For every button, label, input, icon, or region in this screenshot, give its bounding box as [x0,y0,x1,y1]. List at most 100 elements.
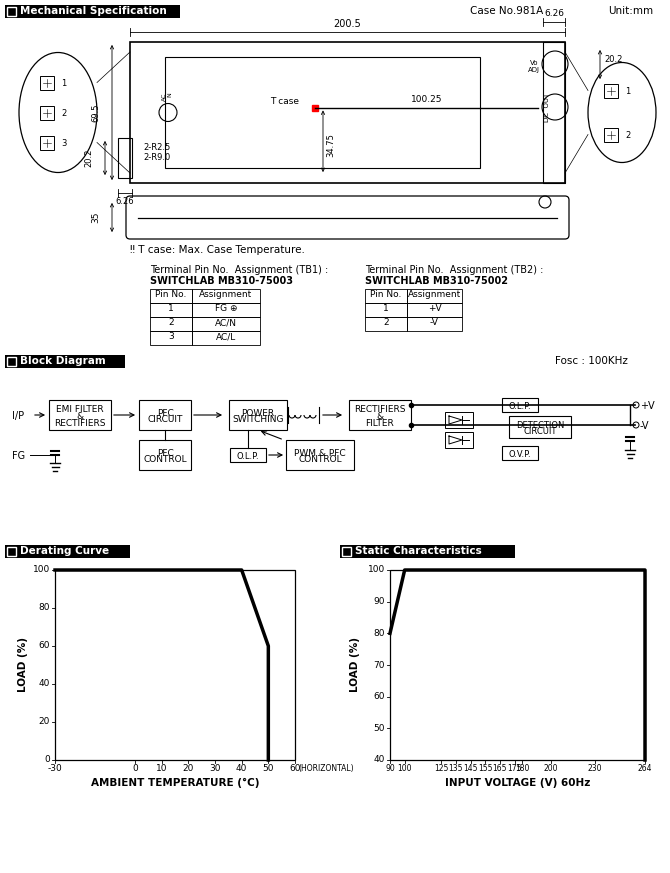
Text: CONTROL: CONTROL [143,456,187,464]
Text: AC/N: AC/N [215,318,237,327]
Text: 1: 1 [625,86,630,95]
Bar [5,5,180,18]
Text: 0: 0 [132,764,138,773]
Text: SWITCHING: SWITCHING [232,416,284,424]
Text: 3: 3 [61,139,66,148]
Bar [192,303,260,317]
Bar [150,289,192,303]
Bar [5,545,130,558]
Text: 60: 60 [38,642,50,650]
Bar [40,106,54,120]
Text: AC
  N: AC N [162,93,173,101]
Text: O.V.P.: O.V.P. [509,450,531,459]
Bar [365,303,407,317]
Text: 200.5: 200.5 [334,19,361,29]
Text: Mechanical Specification: Mechanical Specification [20,6,167,16]
Text: 6.26: 6.26 [116,197,134,206]
Text: PFC: PFC [157,449,174,457]
Text: 165: 165 [492,764,507,773]
Text: 40: 40 [374,755,385,765]
Text: 30: 30 [209,764,220,773]
Text: Terminal Pin No.  Assignment (TB2) :: Terminal Pin No. Assignment (TB2) : [365,265,543,275]
Text: T case: T case [270,97,299,106]
Text: 100: 100 [368,566,385,574]
Bar [604,127,618,141]
Text: DC  OUT: DC OUT [544,93,550,122]
Bar [5,355,125,368]
Text: 0: 0 [44,755,50,765]
Bar [230,448,266,462]
Text: +V: +V [427,304,442,313]
Bar [192,317,260,331]
Text: 34.75: 34.75 [326,134,335,157]
Text: Fosc : 100KHz: Fosc : 100KHz [555,356,628,366]
Text: PWM & PFC: PWM & PFC [294,449,346,457]
Text: INPUT VOLTAGE (V) 60Hz: INPUT VOLTAGE (V) 60Hz [445,778,590,788]
Text: 20.2: 20.2 [604,56,622,65]
Text: 90: 90 [385,764,395,773]
Text: 1: 1 [61,79,66,87]
Text: LOAD (%): LOAD (%) [18,637,28,692]
Text: LOAD (%): LOAD (%) [350,637,360,692]
Text: 100: 100 [397,764,412,773]
Bar [509,416,571,438]
Text: -30: -30 [48,764,62,773]
Text: O.L.P.: O.L.P. [237,452,259,461]
Text: 1: 1 [383,304,389,313]
Bar [340,545,515,558]
Text: 35: 35 [91,212,100,223]
Bar [130,42,565,183]
Text: SWITCHLAB MB310-75003: SWITCHLAB MB310-75003 [150,276,293,286]
Text: 175: 175 [507,764,522,773]
Bar [407,317,462,331]
Text: 3: 3 [168,332,174,341]
Text: +V: +V [640,401,655,411]
Bar [139,440,191,470]
Text: 50: 50 [373,724,385,732]
Text: RECTIFIERS: RECTIFIERS [354,405,406,414]
Text: &: & [377,412,383,421]
Text: 145: 145 [464,764,478,773]
Text: 20: 20 [39,718,50,726]
Text: 200: 200 [544,764,559,773]
Bar [165,57,480,168]
Text: Assignment: Assignment [200,290,253,299]
Text: 69.5: 69.5 [91,103,100,121]
Text: Unit:mm: Unit:mm [608,6,653,16]
Bar [445,432,473,448]
Text: 20: 20 [183,764,194,773]
Text: 60: 60 [289,764,301,773]
Text: 125: 125 [434,764,448,773]
Text: FILTER: FILTER [366,419,395,428]
Bar [118,138,132,178]
Text: 50: 50 [263,764,274,773]
Bar [390,570,645,760]
Bar [286,440,354,470]
Bar [150,331,192,345]
Text: FG: FG [12,451,25,461]
Bar [192,289,260,303]
Text: 80: 80 [38,603,50,613]
Text: SWITCHLAB MB310-75002: SWITCHLAB MB310-75002 [365,276,508,286]
Text: Pin No.: Pin No. [155,290,187,299]
Text: Pin No.: Pin No. [371,290,402,299]
Text: 2: 2 [383,318,389,327]
Text: Vo
ADJ: Vo ADJ [528,60,540,73]
Text: DETECTION: DETECTION [516,421,564,430]
Bar [7,547,16,556]
Text: -V: -V [640,421,649,431]
Text: 100.25: 100.25 [411,95,442,105]
Bar [40,135,54,149]
Text: 6.26: 6.26 [544,9,564,18]
Text: RECTIFIERS: RECTIFIERS [54,419,106,428]
Text: 180: 180 [515,764,529,773]
Text: 2-R9.0: 2-R9.0 [143,153,170,162]
Text: -V: -V [430,318,439,327]
Text: 1: 1 [168,304,174,313]
Text: CONTROL: CONTROL [298,456,342,464]
Text: 20.2: 20.2 [84,148,93,168]
Text: 155: 155 [478,764,492,773]
Bar [445,412,473,428]
Text: ‼ T case: Max. Case Temperature.: ‼ T case: Max. Case Temperature. [130,245,305,255]
Bar [365,289,407,303]
